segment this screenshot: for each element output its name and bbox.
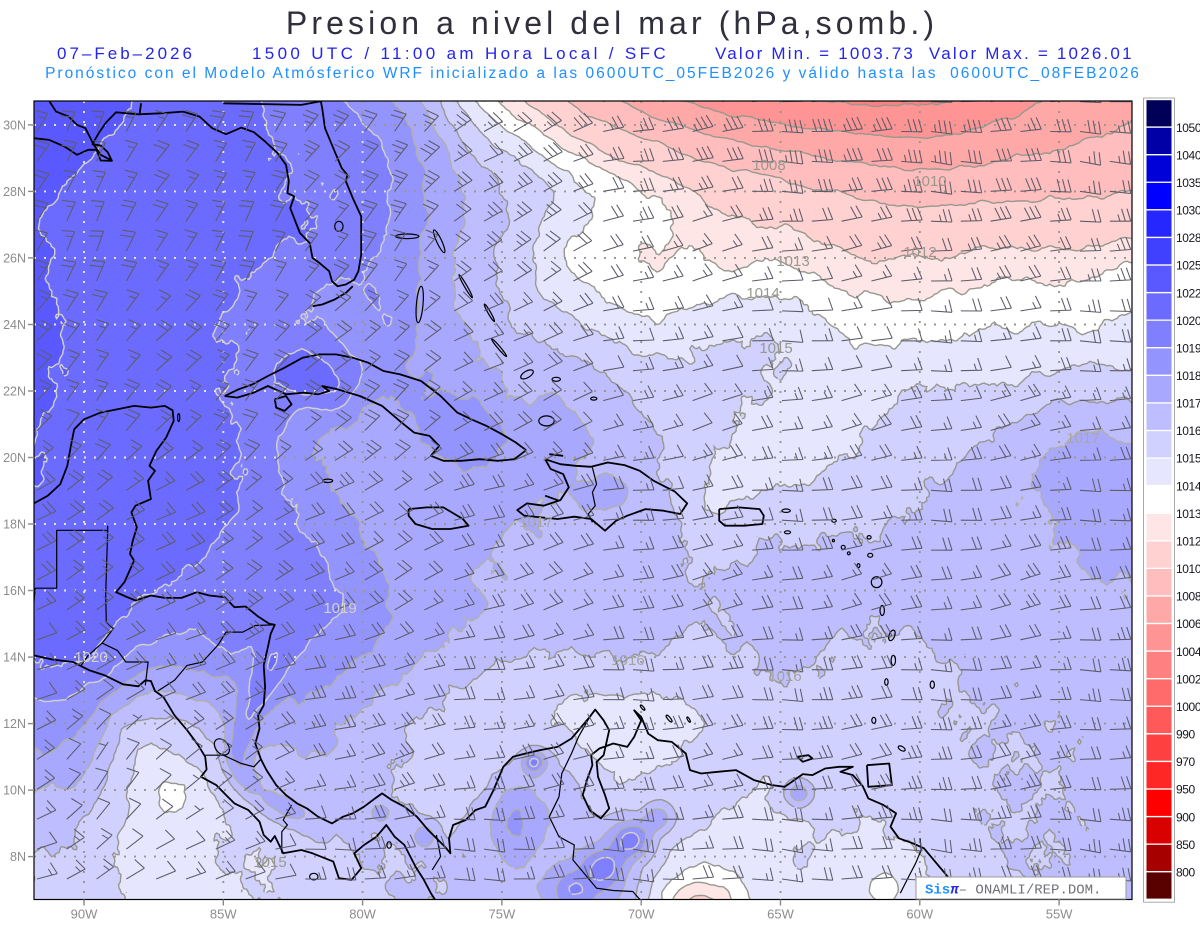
- svg-text:12N: 12N: [3, 717, 26, 731]
- svg-text:60W: 60W: [906, 907, 933, 922]
- svg-text:10N: 10N: [3, 784, 26, 798]
- svg-text:1004: 1004: [1176, 645, 1200, 659]
- svg-text:1016: 1016: [611, 652, 644, 669]
- svg-text:20N: 20N: [3, 451, 26, 465]
- svg-text:1022: 1022: [1176, 286, 1200, 300]
- svg-text:24N: 24N: [3, 318, 26, 332]
- svg-text:28N: 28N: [3, 185, 26, 199]
- svg-text:1017: 1017: [519, 514, 552, 531]
- svg-text:22N: 22N: [3, 385, 26, 399]
- svg-text:1010: 1010: [1176, 562, 1200, 576]
- svg-text:1050: 1050: [1176, 121, 1200, 135]
- svg-text:1002: 1002: [1176, 672, 1200, 686]
- svg-text:16N: 16N: [3, 584, 26, 598]
- svg-text:1013: 1013: [1176, 507, 1200, 521]
- svg-text:1010: 1010: [913, 173, 946, 190]
- svg-text:1019: 1019: [323, 600, 356, 617]
- svg-text:90W: 90W: [71, 907, 98, 922]
- svg-text:1000: 1000: [1176, 700, 1200, 714]
- svg-text:1006: 1006: [1176, 617, 1200, 631]
- svg-text:70W: 70W: [628, 907, 655, 922]
- svg-text:1013: 1013: [776, 253, 809, 270]
- svg-text:1017: 1017: [1066, 430, 1099, 447]
- svg-text:950: 950: [1176, 783, 1196, 797]
- svg-text:85W: 85W: [210, 907, 237, 922]
- svg-text:990: 990: [1176, 728, 1196, 742]
- svg-text:55W: 55W: [1046, 907, 1073, 922]
- svg-text:1018: 1018: [1176, 369, 1200, 383]
- svg-text:1008: 1008: [1176, 590, 1200, 604]
- svg-text:1028: 1028: [1176, 231, 1200, 245]
- svg-text:1012: 1012: [1176, 535, 1200, 549]
- svg-text:1012: 1012: [903, 244, 936, 261]
- svg-text:80W: 80W: [349, 907, 376, 922]
- svg-text:1016: 1016: [768, 668, 801, 685]
- svg-text:14N: 14N: [3, 651, 26, 665]
- svg-text:65W: 65W: [767, 907, 794, 922]
- svg-text:8N: 8N: [10, 850, 26, 864]
- svg-text:1019: 1019: [1176, 341, 1200, 355]
- svg-text:1016: 1016: [1176, 424, 1200, 438]
- svg-text:1015: 1015: [759, 340, 792, 357]
- svg-text:1040: 1040: [1176, 148, 1200, 162]
- svg-text:1015: 1015: [253, 854, 286, 871]
- svg-text:970: 970: [1176, 755, 1196, 769]
- svg-text:1014: 1014: [1176, 479, 1200, 493]
- svg-text:900: 900: [1176, 810, 1196, 824]
- svg-text:1008: 1008: [752, 157, 785, 174]
- svg-text:1030: 1030: [1176, 204, 1200, 218]
- svg-text:1017: 1017: [1176, 397, 1200, 411]
- svg-text:800: 800: [1176, 865, 1196, 879]
- svg-text:1020: 1020: [1176, 314, 1200, 328]
- svg-text:30N: 30N: [3, 118, 26, 132]
- svg-text:75W: 75W: [489, 907, 516, 922]
- svg-text:850: 850: [1176, 838, 1196, 852]
- svg-text:1035: 1035: [1176, 176, 1200, 190]
- svg-text:Sisπ– ONAMLI/REP.DOM.: Sisπ– ONAMLI/REP.DOM.: [925, 883, 1101, 899]
- svg-text:26N: 26N: [3, 251, 26, 265]
- svg-text:1020: 1020: [74, 649, 107, 666]
- svg-text:1015: 1015: [1176, 452, 1200, 466]
- svg-text:1025: 1025: [1176, 259, 1200, 273]
- svg-text:18N: 18N: [3, 518, 26, 532]
- svg-text:1014: 1014: [746, 285, 779, 302]
